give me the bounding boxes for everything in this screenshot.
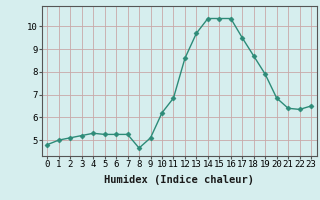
X-axis label: Humidex (Indice chaleur): Humidex (Indice chaleur) [104, 175, 254, 185]
